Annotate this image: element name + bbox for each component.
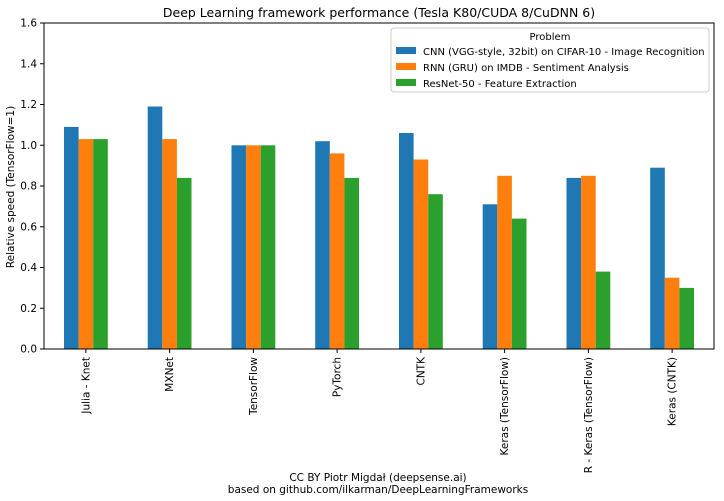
bar xyxy=(413,159,429,349)
bar xyxy=(497,175,512,349)
chart-title: Deep Learning framework performance (Tes… xyxy=(163,5,595,20)
bar xyxy=(147,106,163,349)
bar xyxy=(679,287,694,349)
plot-frame xyxy=(43,22,715,350)
legend-box xyxy=(390,27,710,93)
x-axis: Julia - Knet MXNet TensorFlow PyTorch CNTK Ke… xyxy=(80,349,679,473)
bar xyxy=(315,141,330,349)
y-axis-label: Relative speed (TensorFlow=1) xyxy=(5,106,17,268)
x-tick-label: TensorFlow xyxy=(248,357,260,416)
y-tick-label: 0.4 xyxy=(20,262,37,274)
x-tick-label: R - Keras (TensorFlow) xyxy=(583,357,595,473)
bar xyxy=(344,177,359,349)
bar xyxy=(78,139,94,349)
bar xyxy=(231,145,247,350)
bars-group xyxy=(64,106,694,350)
x-tick-label: CNTK xyxy=(415,356,427,386)
bar xyxy=(664,277,680,349)
bar xyxy=(428,194,443,349)
y-tick-label: 0.8 xyxy=(20,181,37,193)
y-tick-label: 0.2 xyxy=(20,303,37,315)
bar xyxy=(329,153,345,349)
bar xyxy=(260,145,276,350)
bar xyxy=(399,133,414,349)
y-axis: 0.0 0.2 0.4 0.6 0.8 1.0 1.2 1.4 1.6 xyxy=(20,18,44,356)
legend-swatch xyxy=(396,47,416,54)
bar xyxy=(595,271,611,349)
y-tick-label: 1.2 xyxy=(20,99,37,111)
x-tick-label: PyTorch xyxy=(332,357,344,397)
y-tick-label: 0.6 xyxy=(20,221,37,233)
bar xyxy=(162,139,177,349)
credit-line-2: based on github.com/ilkarman/DeepLearnin… xyxy=(227,484,529,496)
bar xyxy=(650,167,665,349)
legend-entry-label: RNN (GRU) on IMDB - Sentiment Analysis xyxy=(423,63,629,74)
x-tick-label: Keras (TensorFlow) xyxy=(499,357,511,456)
credit-line-1: CC BY Piotr Migdał (deepsense.ai) xyxy=(289,472,467,484)
legend: Problem CNN (VGG-style, 32bit) on CIFAR-1… xyxy=(390,27,710,93)
legend-entry-label: CNN (VGG-style, 32bit) on CIFAR-10 - Ima… xyxy=(423,47,705,58)
y-tick-label: 1.6 xyxy=(20,18,37,30)
x-tick-label: Keras (CNTK) xyxy=(667,357,679,426)
y-tick-label: 0.0 xyxy=(20,344,37,356)
bar xyxy=(581,175,596,349)
y-tick-label: 1.4 xyxy=(20,58,37,70)
bar xyxy=(566,177,582,349)
bar xyxy=(64,126,79,350)
legend-swatch xyxy=(396,79,416,86)
bar xyxy=(93,139,108,349)
legend-swatch xyxy=(396,63,416,70)
bar xyxy=(511,218,527,349)
legend-entry-label: ResNet-50 - Feature Extraction xyxy=(423,79,577,90)
x-tick-label: MXNet xyxy=(164,357,176,392)
y-tick-label: 1.0 xyxy=(20,140,37,152)
bar xyxy=(246,145,261,350)
x-tick-label: Julia - Knet xyxy=(80,357,92,415)
bar xyxy=(176,177,192,349)
bar xyxy=(482,204,498,349)
legend-title: Problem xyxy=(530,32,571,43)
